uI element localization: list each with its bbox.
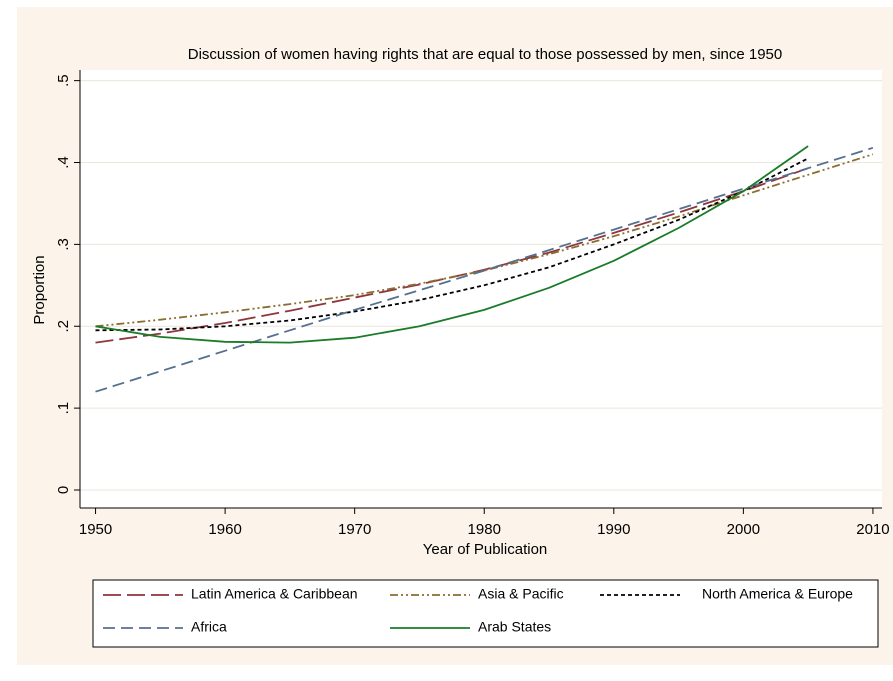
x-axis-label: Year of Publication [423,541,548,558]
legend-label: Asia & Pacific [478,586,564,602]
x-tick-label: 1990 [597,521,630,538]
data-line [95,145,809,344]
x-tick-label: 2000 [727,521,760,538]
y-tick-label: .2 [55,320,72,333]
x-tick-label: 1950 [79,521,112,538]
data-line [95,146,874,393]
y-tick-label: .1 [55,402,72,415]
x-tick-label: 1970 [338,521,371,538]
data-line [95,153,874,328]
y-tick-label: .5 [55,74,72,87]
chart-title: Discussion of women having rights that a… [188,46,783,63]
plot-area [80,70,882,508]
legend-box [92,579,879,648]
legend-label: Latin America & Caribbean [191,586,358,602]
legend-label: Arab States [478,619,551,635]
legend-label: Africa [191,619,227,635]
y-tick-label: .3 [55,238,72,251]
data-line [95,157,809,332]
y-tick-label: .4 [55,156,72,169]
x-tick-label: 1980 [468,521,501,538]
y-tick-label: 0 [55,486,72,494]
legend-label: North America & Europe [702,586,853,602]
x-tick-label: 2010 [856,521,889,538]
x-tick-label: 1960 [208,521,241,538]
y-axis-label: Proportion [31,255,48,324]
